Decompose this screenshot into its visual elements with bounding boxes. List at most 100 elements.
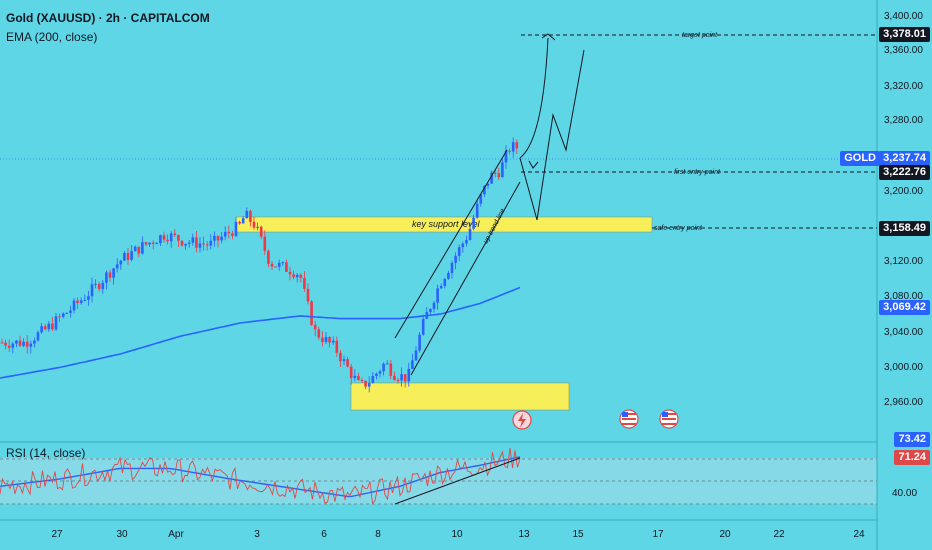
channel-upper-line[interactable] — [394, 149, 508, 339]
time-tick: 20 — [719, 529, 731, 540]
projection-arrowhead — [541, 33, 556, 41]
bull-candle — [187, 242, 191, 244]
bull-candle — [90, 284, 94, 297]
bear-candle — [195, 237, 198, 248]
bear-candle — [0, 342, 4, 344]
price-tick: 3,280.00 — [884, 115, 923, 126]
bull-candle — [295, 274, 299, 278]
price-tick: 3,360.00 — [884, 45, 923, 56]
bear-candle — [317, 329, 321, 338]
channel-lower-line[interactable] — [410, 181, 521, 376]
bull-candle — [220, 236, 223, 241]
bull-candle — [47, 323, 51, 330]
bull-candle — [36, 332, 40, 341]
price-tick: 3,200.00 — [884, 186, 923, 197]
bull-candle — [490, 172, 493, 184]
bull-candle — [148, 242, 151, 245]
time-tick: 22 — [773, 529, 785, 540]
bull-candle — [69, 310, 72, 313]
bear-candle — [259, 226, 263, 237]
bear-candle — [166, 239, 169, 242]
time-axis[interactable]: 27 30 Apr 3 6 8 10 13 15 17 20 22 24 — [51, 529, 865, 540]
bull-candle — [432, 302, 436, 309]
bull-candle — [450, 262, 454, 273]
bull-candle — [400, 374, 403, 381]
bear-candle — [335, 340, 339, 353]
time-tick: 13 — [518, 529, 530, 540]
bear-candle — [151, 242, 155, 244]
bull-candle — [15, 340, 18, 344]
last-price-tag: 3,237.74 — [879, 151, 930, 166]
time-tick: 10 — [451, 529, 463, 540]
bull-candle — [133, 246, 137, 252]
time-tick: 30 — [116, 529, 128, 540]
bull-candle — [375, 373, 378, 376]
bear-candle — [177, 235, 180, 241]
bull-candle — [169, 233, 173, 242]
bull-candle — [130, 251, 133, 260]
bear-candle — [346, 359, 349, 367]
projection-zigzag[interactable] — [519, 49, 585, 221]
bull-candle — [105, 272, 108, 283]
bear-candle — [227, 231, 231, 234]
bear-candle — [292, 274, 295, 278]
time-tick: 17 — [652, 529, 664, 540]
bull-candle — [11, 343, 15, 348]
bull-candle — [385, 363, 389, 365]
rsi-line — [0, 447, 521, 505]
bull-candle — [277, 262, 281, 267]
bear-candle — [313, 324, 317, 330]
price-tick: 2,960.00 — [884, 397, 923, 408]
rsi-trend-line[interactable] — [394, 457, 521, 505]
bear-candle — [389, 363, 393, 376]
us-flag-event-icon[interactable] — [619, 409, 639, 429]
key-support-label: key support level — [412, 219, 481, 229]
bull-candle — [472, 217, 475, 229]
bull-candle — [407, 368, 411, 382]
safe-entry-label: safe entry point — [654, 225, 703, 232]
price-tick: 3,320.00 — [884, 81, 923, 92]
bear-candle — [515, 142, 519, 149]
us-flag-event-icon-2[interactable] — [659, 409, 679, 429]
time-tick: 27 — [51, 529, 63, 540]
bull-candle — [184, 243, 187, 246]
bull-candle — [54, 316, 58, 330]
bull-candle — [123, 253, 126, 261]
bear-candle — [357, 375, 360, 380]
projection-arrowhead-2 — [528, 160, 539, 169]
bull-candle — [331, 340, 335, 343]
bull-candle — [141, 242, 144, 254]
bear-candle — [508, 150, 511, 152]
chart-title[interactable]: Gold (XAUUSD) · 2h · CAPITALCOM — [6, 11, 210, 25]
projection-curve[interactable] — [519, 37, 549, 159]
demand-zone[interactable] — [350, 382, 570, 411]
bear-candle — [216, 235, 220, 241]
price-tick: 3,120.00 — [884, 256, 923, 267]
price-tick: 3,400.00 — [884, 11, 923, 22]
bull-candle — [486, 183, 490, 186]
price-axis[interactable]: 3,400.00 3,360.00 3,320.00 3,280.00 3,20… — [884, 11, 923, 499]
rsi-ma-line — [0, 456, 521, 498]
lightning-event-icon[interactable] — [512, 410, 532, 430]
bull-candle — [155, 243, 159, 245]
bull-candle — [72, 300, 76, 311]
bear-candle — [288, 271, 292, 275]
time-tick: 3 — [254, 529, 260, 540]
bull-candle — [483, 185, 486, 195]
rsi-ma-tag: 73.42 — [894, 432, 930, 447]
target-price-tag: 3,378.01 — [879, 27, 930, 42]
ema-legend[interactable]: EMA (200, close) — [6, 30, 98, 44]
first-entry-price-tag: 3,222.76 — [879, 165, 930, 180]
bull-candle — [468, 228, 472, 241]
rsi-legend[interactable]: RSI (14, close) — [6, 446, 86, 460]
bull-candle — [191, 237, 195, 243]
bull-candle — [371, 375, 375, 384]
rsi-value-tag: 71.24 — [894, 450, 930, 465]
bull-candle — [501, 162, 504, 178]
bull-candle — [33, 340, 36, 344]
bear-candle — [97, 283, 101, 289]
bull-candle — [414, 350, 418, 361]
bull-candle — [378, 371, 382, 374]
bear-candle — [321, 337, 324, 343]
